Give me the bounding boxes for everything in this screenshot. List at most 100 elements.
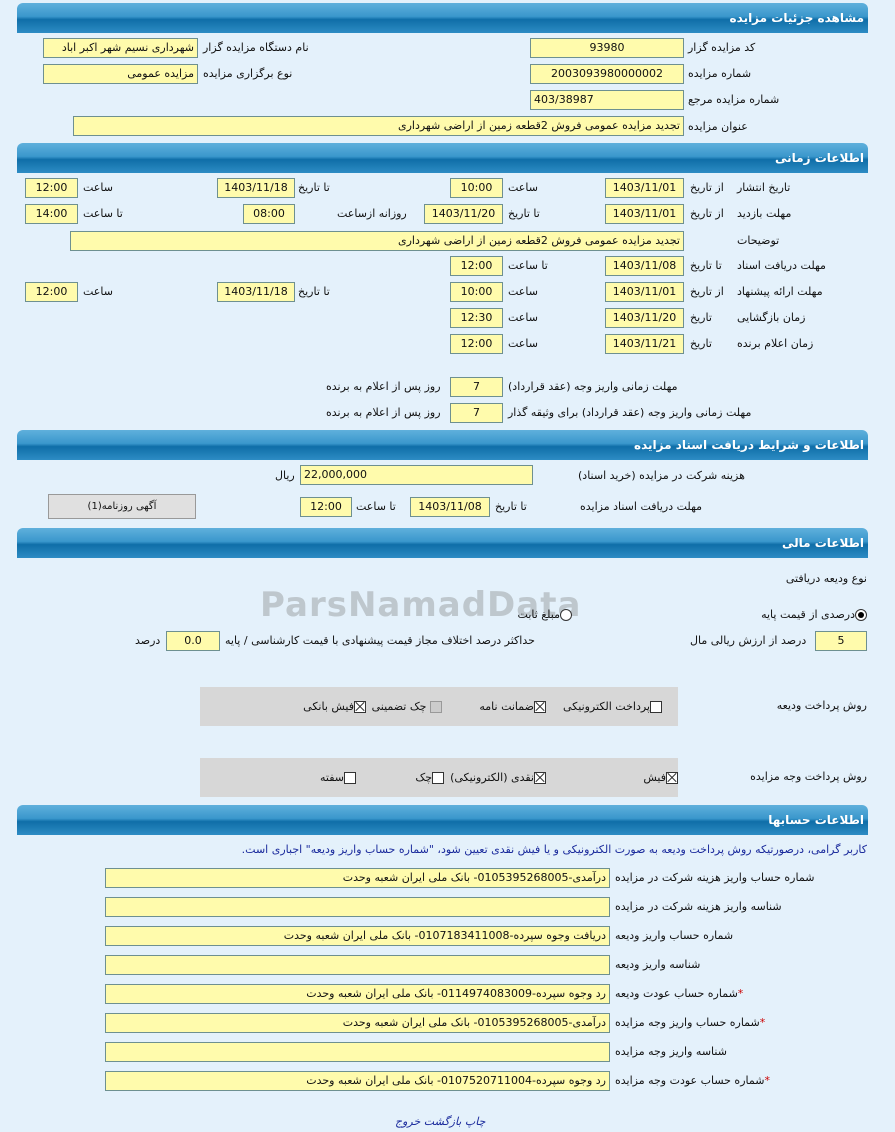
back-link[interactable]: بازگشت xyxy=(423,1115,462,1128)
label-time: ساعت xyxy=(508,311,538,324)
account-value: دریافت وجوه سپرده-0107183411008- بانک مل… xyxy=(105,926,610,946)
label-to-date: تا تاریخ xyxy=(508,207,540,220)
visit-to-date: 1403/11/20 xyxy=(424,204,503,224)
radio-fixed[interactable] xyxy=(560,609,572,621)
checkbox[interactable] xyxy=(430,701,442,713)
deposit-method-check[interactable]: چک تضمینی xyxy=(372,697,442,717)
payment-methods-box: فیش نقدی (الکترونیکی) چک سفته xyxy=(200,758,678,797)
field-number: 2003093980000002 xyxy=(530,64,684,84)
checkbox-label: سفته xyxy=(320,771,344,784)
doc-receive-to-date: 1403/11/08 xyxy=(605,256,684,276)
account-value: رد وجوه سپرده-0114974083009- بانک ملی ای… xyxy=(105,984,610,1004)
required-mark: * xyxy=(737,987,744,1000)
checkbox-label: ضمانت نامه xyxy=(479,700,534,713)
payment-method-check[interactable]: چک xyxy=(415,768,444,788)
account-label-wrap: *شماره حساب عودت ودیعه xyxy=(615,984,743,1004)
checkbox[interactable] xyxy=(354,701,366,713)
checkbox[interactable] xyxy=(650,701,662,713)
section-header-accounts: اطلاعات حسابها xyxy=(17,805,868,835)
section-header-timing: اطلاعات زمانی xyxy=(17,143,868,173)
account-label-wrap: *شماره حساب واریز وجه مزایده xyxy=(615,1013,765,1033)
checkbox-label: چک xyxy=(415,771,432,784)
payment-method-slip[interactable]: فیش xyxy=(643,768,678,788)
payment-method-promissory[interactable]: سفته xyxy=(320,768,356,788)
visit-to-time: 14:00 xyxy=(25,204,78,224)
publish-from-date: 1403/11/01 xyxy=(605,178,684,198)
deposit-method-bank-slip[interactable]: فیش بانکی xyxy=(303,697,366,717)
field-ref: 403/38987 xyxy=(530,90,684,110)
checkbox[interactable] xyxy=(432,772,444,784)
account-value xyxy=(105,1042,610,1062)
label-daily-from: روزانه ازساعت xyxy=(337,207,407,220)
section-header-details: مشاهده جزئیات مزایده xyxy=(17,3,868,33)
publish-from-time: 10:00 xyxy=(450,178,503,198)
label-to-date: تا تاریخ xyxy=(298,181,330,194)
pay-deadline-guarantee-suffix: روز پس از اعلام به برنده xyxy=(326,406,441,419)
label-pay-deadline: مهلت زمانی واریز وجه (عقد قرارداد) xyxy=(508,380,678,393)
field-desc: تجدید مزایده عمومی فروش 2قطعه زمین از ار… xyxy=(70,231,684,251)
required-mark: * xyxy=(764,1074,770,1087)
label-ref: شماره مزایده مرجع xyxy=(688,93,780,106)
checkbox-label: پرداخت الکترونیکی xyxy=(563,700,650,713)
label-to-time: تا ساعت xyxy=(83,207,123,220)
checkbox[interactable] xyxy=(534,701,546,713)
label-time: ساعت xyxy=(508,285,538,298)
label-time: ساعت xyxy=(508,181,538,194)
offer-to-date: 1403/11/18 xyxy=(217,282,295,302)
print-link[interactable]: چاپ xyxy=(464,1115,486,1128)
docs-to-time: 12:00 xyxy=(300,497,352,517)
label-max-diff-unit: درصد xyxy=(135,634,161,647)
opening-date: 1403/11/20 xyxy=(605,308,684,328)
radio-percent-option[interactable]: درصدی از قیمت پایه xyxy=(761,605,867,625)
account-label: شماره حساب واریز ودیعه xyxy=(615,929,734,942)
checkbox-label: فیش بانکی xyxy=(303,700,354,713)
newspaper-ad-button[interactable]: آگهی روزنامه(1) xyxy=(48,494,196,519)
checkbox[interactable] xyxy=(666,772,678,784)
account-label-wrap: *شماره حساب عودت وجه مزایده xyxy=(615,1071,770,1091)
offer-from-time: 10:00 xyxy=(450,282,503,302)
label-pay-deadline-guarantee: مهلت زمانی واریز وجه (عقد قرارداد) برای … xyxy=(508,406,752,419)
label-docs-deadline: مهلت دریافت اسناد مزایده xyxy=(580,500,703,513)
watermark: ParsNamadData xyxy=(260,585,582,625)
checkbox[interactable] xyxy=(344,772,356,784)
label-to-date: تا تاریخ xyxy=(298,285,330,298)
label-max-diff: حداکثر درصد اختلاف مجاز قیمت پیشنهادی با… xyxy=(225,634,535,647)
opening-time: 12:30 xyxy=(450,308,503,328)
label-to-date: تا تاریخ xyxy=(495,500,527,513)
label-time: ساعت xyxy=(83,285,113,298)
label-to-time: تا ساعت xyxy=(508,259,548,272)
label-desc: توضیحات xyxy=(737,234,780,247)
deposit-method-electronic[interactable]: پرداخت الکترونیکی xyxy=(563,697,662,717)
section-header-docs: اطلاعات و شرایط دریافت اسناد مزایده xyxy=(17,430,868,460)
label-number: شماره مزایده xyxy=(688,67,752,80)
publish-to-time: 12:00 xyxy=(25,178,78,198)
label-winner: زمان اعلام برنده xyxy=(737,337,814,350)
label-to-date: تا تاریخ xyxy=(690,259,722,272)
account-label: شناسه واریز هزینه شرکت در مزایده xyxy=(615,900,782,913)
field-code: 93980 xyxy=(530,38,684,58)
account-value xyxy=(105,955,610,975)
checkbox-label: فیش xyxy=(643,771,666,784)
accounts-notice: کاربر گرامی، درصورتیکه روش پرداخت ودیعه … xyxy=(241,843,867,856)
deposit-method-guarantee[interactable]: ضمانت نامه xyxy=(479,697,546,717)
label-code: کد مزایده گزار xyxy=(688,41,756,54)
account-label: شماره حساب عودت ودیعه xyxy=(615,987,738,1000)
checkbox[interactable] xyxy=(534,772,546,784)
account-label: شماره حساب واریز هزینه شرکت در مزایده xyxy=(615,871,815,884)
label-type: نوع برگزاری مزایده xyxy=(203,67,293,80)
radio-percent[interactable] xyxy=(855,609,867,621)
account-label: شماره حساب واریز وجه مزایده xyxy=(615,1016,760,1029)
checkbox-label: نقدی (الکترونیکی) xyxy=(450,771,534,784)
label-doc-receive: مهلت دریافت اسناد xyxy=(737,259,826,272)
payment-method-cash[interactable]: نقدی (الکترونیکی) xyxy=(450,768,546,788)
pay-deadline-suffix: روز پس از اعلام به برنده xyxy=(326,380,441,393)
publish-to-date: 1403/11/18 xyxy=(217,178,295,198)
section-header-financial: اطلاعات مالی xyxy=(17,528,868,558)
label-title: عنوان مزایده xyxy=(688,120,748,133)
field-percent: 5 xyxy=(815,631,867,651)
radio-fixed-option[interactable]: مبلغ ثابت xyxy=(518,605,572,625)
label-date: تاریخ xyxy=(690,311,712,324)
exit-link[interactable]: خروج xyxy=(395,1115,421,1128)
label-org: نام دستگاه مزایده گزار xyxy=(203,41,309,54)
account-value: درآمدی-0105395268005- بانک ملی ایران شعب… xyxy=(105,1013,610,1033)
